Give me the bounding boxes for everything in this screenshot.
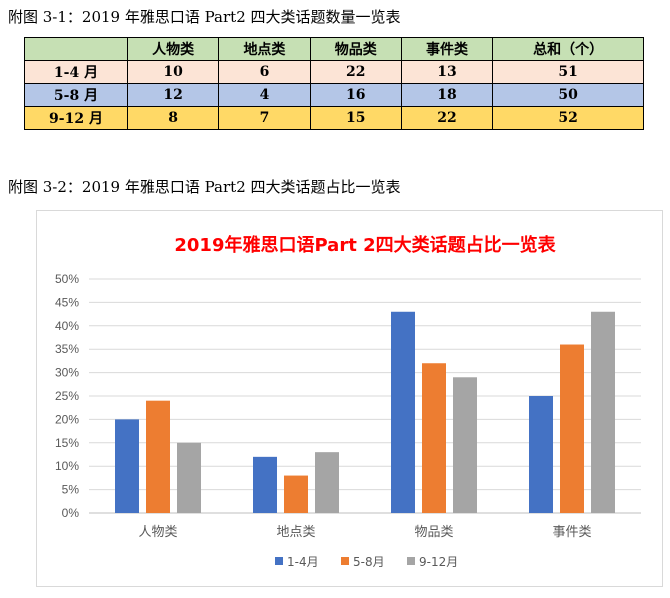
x-category-label: 人物类 — [138, 525, 177, 540]
chart-caption: 附图 3-2：2019 年雅思口语 Part2 四大类话题占比一览表 — [8, 178, 401, 196]
topic-count-table: 人物类 地点类 物品类 事件类 总和（个） 1-4 月 10 6 22 13 5… — [24, 37, 644, 130]
y-tick-label: 5% — [62, 483, 80, 497]
table-cell: 13 — [400, 60, 494, 84]
bar — [315, 452, 339, 513]
table-cell: 16 — [309, 83, 402, 107]
y-tick-label: 25% — [55, 389, 79, 403]
table-cell: 7 — [218, 106, 311, 130]
y-tick-label: 45% — [55, 295, 79, 309]
table-header-cell: 人物类 — [126, 37, 220, 61]
bar — [453, 377, 477, 513]
y-tick-label: 0% — [62, 506, 80, 520]
table-cell: 22 — [309, 60, 402, 84]
chart-area: 2019年雅思口语Part 2四大类话题占比一览表 0% 5% 10% 15% 20% 25… — [36, 210, 663, 587]
y-tick-label: 30% — [55, 366, 79, 380]
row-label: 5-8 月 — [24, 83, 128, 107]
table-cell: 12 — [126, 83, 220, 107]
legend-swatch — [407, 557, 415, 565]
row-label: 1-4 月 — [24, 60, 128, 84]
legend-label: 5-8月 — [353, 555, 385, 569]
bar — [284, 475, 308, 513]
bar — [115, 419, 139, 513]
y-tick-label: 10% — [55, 459, 79, 473]
table-cell: 18 — [400, 83, 494, 107]
table-header-cell — [24, 37, 128, 61]
table-cell: 50 — [492, 83, 644, 107]
legend-swatch — [275, 557, 283, 565]
y-tick-label: 50% — [55, 272, 79, 286]
table-header-cell: 地点类 — [218, 37, 311, 61]
table-cell: 6 — [218, 60, 311, 84]
table-cell: 8 — [126, 106, 220, 130]
bar — [253, 456, 277, 513]
x-category-label: 事件类 — [552, 525, 591, 540]
table-row: 5-8 月 12 4 16 18 50 — [24, 83, 644, 107]
row-label: 9-12 月 — [24, 106, 128, 130]
table-cell: 22 — [400, 106, 494, 130]
bar — [391, 311, 415, 513]
table-row: 1-4 月 10 6 22 13 51 — [24, 60, 644, 84]
table-header-cell: 总和（个） — [492, 37, 644, 61]
table-cell: 52 — [492, 106, 644, 130]
bar — [146, 400, 170, 513]
bar — [560, 344, 584, 513]
table-row: 9-12 月 8 7 15 22 52 — [24, 106, 644, 130]
table-header-row: 人物类 地点类 物品类 事件类 总和（个） — [24, 37, 644, 61]
table-cell: 10 — [126, 60, 220, 84]
y-tick-label: 20% — [55, 412, 79, 426]
x-category-label: 物品类 — [414, 525, 453, 540]
bar — [422, 363, 446, 513]
chart-title: 2019年雅思口语Part 2四大类话题占比一览表 — [174, 234, 556, 256]
x-category-label: 地点类 — [276, 525, 315, 540]
bar — [591, 311, 615, 513]
y-tick-label: 35% — [55, 342, 79, 356]
table-header-cell: 物品类 — [309, 37, 402, 61]
table-cell: 51 — [492, 60, 644, 84]
legend-swatch — [341, 557, 349, 565]
legend-label: 9-12月 — [419, 555, 458, 569]
legend-label: 1-4月 — [287, 555, 319, 569]
bar-chart: 2019年雅思口语Part 2四大类话题占比一览表 0% 5% 10% 15% 20% 25… — [55, 234, 641, 569]
y-tick-label: 40% — [55, 319, 79, 333]
table-cell: 4 — [218, 83, 311, 107]
y-tick-label: 15% — [55, 436, 79, 450]
table-cell: 15 — [309, 106, 402, 130]
table-caption: 附图 3-1：2019 年雅思口语 Part2 四大类话题数量一览表 — [8, 8, 401, 26]
bar — [529, 396, 553, 513]
table-header-cell: 事件类 — [400, 37, 494, 61]
bar — [177, 442, 201, 513]
